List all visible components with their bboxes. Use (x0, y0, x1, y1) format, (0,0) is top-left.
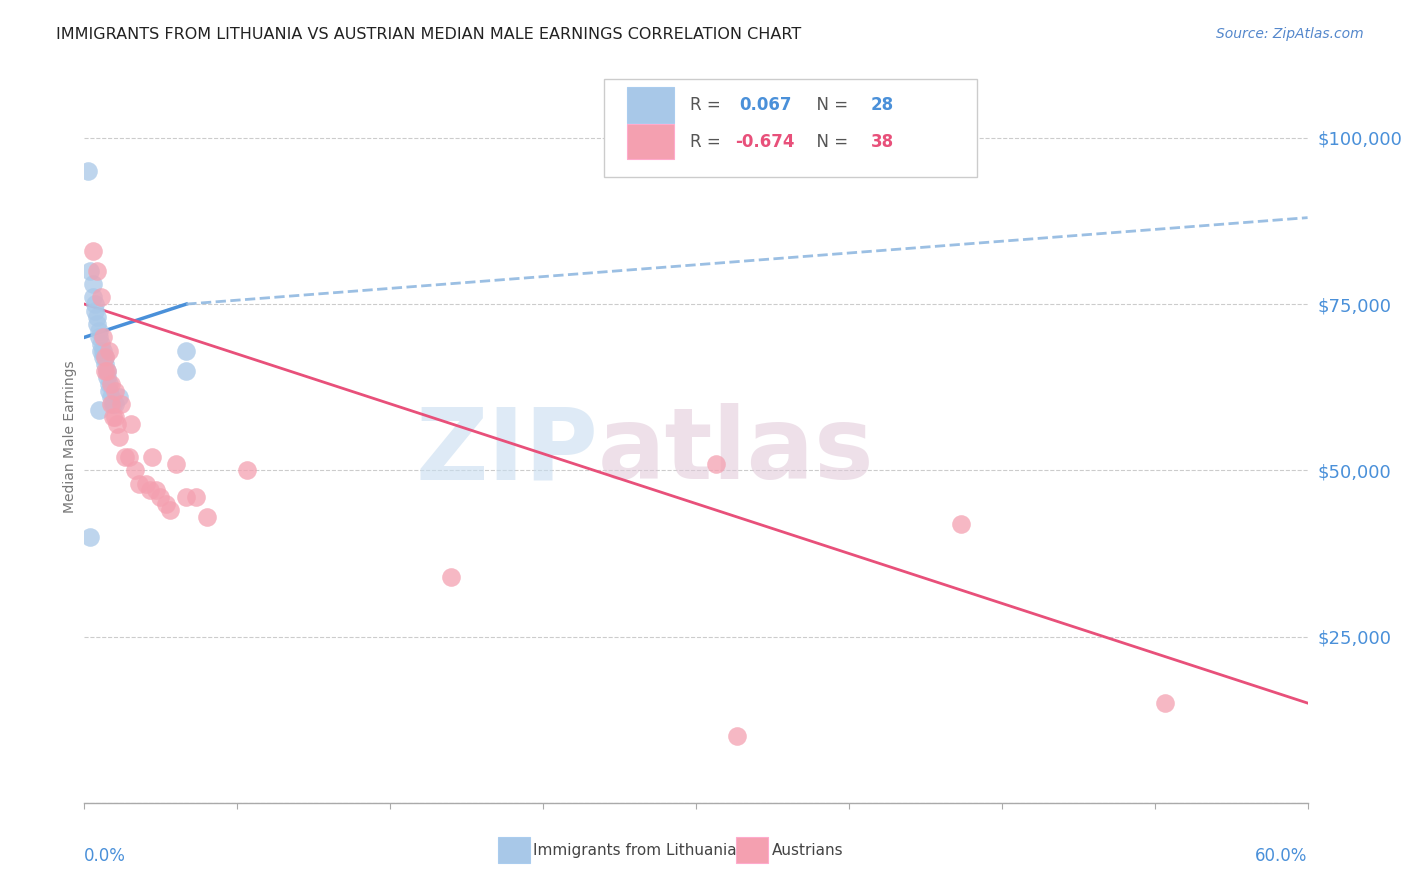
Point (97, 384, 120, 398)
FancyBboxPatch shape (737, 838, 768, 863)
Point (91, 351, 114, 365)
Point (90, 343, 112, 358)
Point (149, 490, 172, 504)
Point (83, 297, 105, 311)
Point (236, 463, 259, 477)
FancyBboxPatch shape (605, 78, 977, 178)
Text: Austrians: Austrians (772, 843, 844, 857)
Point (93, 351, 115, 365)
Text: 28: 28 (870, 96, 894, 114)
Point (124, 463, 146, 477)
Point (706, 457, 728, 471)
Point (86, 317, 108, 331)
Point (87, 330, 110, 344)
Point (96, 363, 118, 377)
Point (174, 490, 197, 504)
Point (440, 570, 463, 584)
Text: IMMIGRANTS FROM LITHUANIA VS AUSTRIAN MEDIAN MALE EARNINGS CORRELATION CHART: IMMIGRANTS FROM LITHUANIA VS AUSTRIAN ME… (56, 27, 801, 42)
Point (100, 397, 122, 411)
Point (155, 497, 177, 511)
FancyBboxPatch shape (627, 87, 673, 122)
Point (90, 337, 112, 351)
Text: R =: R = (690, 96, 725, 114)
Point (82, 244, 104, 258)
Point (93, 351, 115, 365)
Text: -0.674: -0.674 (735, 133, 794, 151)
Point (86, 310, 108, 325)
Point (128, 476, 150, 491)
Point (87, 403, 110, 417)
Point (96, 370, 118, 384)
Point (82, 290, 104, 304)
Point (174, 343, 197, 358)
Point (950, 516, 973, 531)
Text: 38: 38 (870, 133, 894, 151)
Point (141, 450, 163, 464)
Point (159, 503, 181, 517)
Point (186, 490, 208, 504)
Point (97, 376, 120, 391)
Point (100, 390, 122, 404)
Point (100, 376, 122, 391)
Point (91, 330, 114, 344)
Text: 60.0%: 60.0% (1256, 847, 1308, 864)
Point (1154, 696, 1177, 710)
Point (145, 483, 167, 498)
Point (96, 363, 118, 377)
Point (114, 450, 136, 464)
Point (87, 324, 110, 338)
Text: ZIP: ZIP (415, 403, 598, 500)
Point (110, 397, 132, 411)
Text: 0.0%: 0.0% (84, 847, 127, 864)
Point (725, 729, 748, 743)
FancyBboxPatch shape (627, 124, 673, 159)
Text: atlas: atlas (598, 403, 875, 500)
Point (138, 483, 160, 498)
Point (91, 343, 114, 358)
Point (108, 390, 131, 404)
Text: N =: N = (806, 96, 853, 114)
Point (83, 303, 105, 318)
Point (165, 457, 187, 471)
Point (93, 357, 115, 371)
Point (97, 343, 120, 358)
Point (79, 264, 101, 278)
Point (105, 417, 128, 431)
Point (101, 410, 124, 425)
Point (104, 397, 127, 411)
Point (135, 476, 157, 491)
FancyBboxPatch shape (498, 838, 530, 863)
Text: R =: R = (690, 133, 725, 151)
Point (86, 264, 108, 278)
Point (79, 530, 101, 544)
Point (104, 410, 127, 425)
Point (195, 509, 218, 524)
Point (174, 363, 197, 377)
Text: N =: N = (806, 133, 853, 151)
Point (104, 384, 127, 398)
Point (118, 450, 141, 464)
Text: Immigrants from Lithuania: Immigrants from Lithuania (533, 843, 737, 857)
Point (108, 430, 131, 444)
Point (90, 290, 112, 304)
Text: 0.067: 0.067 (738, 96, 792, 114)
Point (77, 164, 100, 178)
Point (120, 417, 142, 431)
Text: Source: ZipAtlas.com: Source: ZipAtlas.com (1216, 27, 1364, 41)
Point (101, 397, 124, 411)
Point (82, 277, 104, 292)
Y-axis label: Median Male Earnings: Median Male Earnings (63, 360, 77, 514)
Point (93, 363, 115, 377)
